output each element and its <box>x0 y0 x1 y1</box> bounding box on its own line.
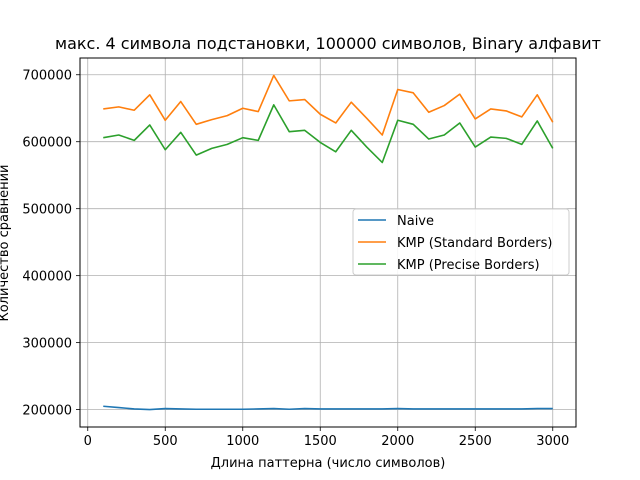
x-tick-label: 3000 <box>536 434 569 449</box>
x-tick-label: 0 <box>84 434 92 449</box>
x-axis: 0 500 1000 1500 2000 2500 3000 <box>84 427 569 449</box>
legend-label: KMP (Precise Borders) <box>397 258 540 273</box>
y-tick-label: 700000 <box>22 69 72 84</box>
series-line-1 <box>103 74 554 136</box>
y-tick-label: 200000 <box>22 404 72 419</box>
x-axis-title: Длина паттерна (число символов) <box>211 456 446 471</box>
legend-box <box>352 208 570 276</box>
y-tick-label: 500000 <box>22 203 72 218</box>
legend: Naive KMP (Standard Borders) KMP (Precise … <box>352 208 570 276</box>
x-tick-label: 1500 <box>304 434 337 449</box>
y-tick-label: 600000 <box>22 136 72 151</box>
series-line-0 <box>103 405 553 411</box>
x-tick-label: 2500 <box>459 434 492 449</box>
x-tick-label: 2000 <box>381 434 414 449</box>
x-tick-label: 1000 <box>226 434 259 449</box>
legend-label: KMP (Standard Borders) <box>397 236 553 251</box>
series-layer <box>103 74 554 411</box>
x-tick-label: 500 <box>153 434 178 449</box>
chart-title: макс. 4 символа подстановки, 100000 симв… <box>55 34 601 53</box>
y-tick-label: 400000 <box>22 270 72 285</box>
y-axis: 200000 300000 400000 500000 600000 700000 <box>22 69 80 419</box>
series-line-2 <box>103 104 554 164</box>
legend-label: Naive <box>397 214 434 229</box>
plot-frame <box>79 57 577 428</box>
y-tick-label: 300000 <box>22 337 72 352</box>
y-axis-title: Количество сравнений <box>0 164 12 321</box>
